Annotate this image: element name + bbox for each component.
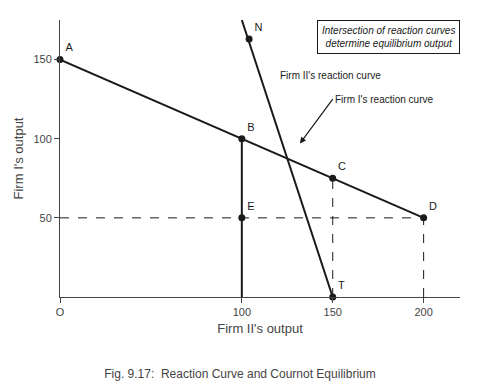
svg-text:T: T <box>338 279 345 291</box>
svg-text:Firm II's output: Firm II's output <box>217 321 303 336</box>
svg-text:D: D <box>429 200 437 212</box>
svg-text:N: N <box>254 21 262 33</box>
svg-text:150: 150 <box>324 306 342 318</box>
svg-text:Intersection of reaction curve: Intersection of reaction curvesdetermine… <box>322 25 455 49</box>
svg-text:150: 150 <box>33 53 51 65</box>
svg-text:200: 200 <box>414 306 432 318</box>
svg-text:Fig. 9.17: Reaction Curve and: Fig. 9.17: Reaction Curve and Cournot Eq… <box>104 367 375 381</box>
svg-text:O: O <box>56 306 65 318</box>
svg-text:50: 50 <box>40 212 52 224</box>
svg-text:Firm I's output: Firm I's output <box>11 117 26 199</box>
svg-text:100: 100 <box>33 133 51 145</box>
svg-text:Firm II's reaction curve: Firm II's reaction curve <box>280 70 381 81</box>
svg-text:E: E <box>247 200 254 212</box>
svg-text:A: A <box>65 41 73 53</box>
svg-text:C: C <box>338 160 346 172</box>
svg-text:100: 100 <box>233 306 251 318</box>
svg-text:Firm I's reaction curve: Firm I's reaction curve <box>335 94 433 105</box>
svg-text:B: B <box>247 121 254 133</box>
